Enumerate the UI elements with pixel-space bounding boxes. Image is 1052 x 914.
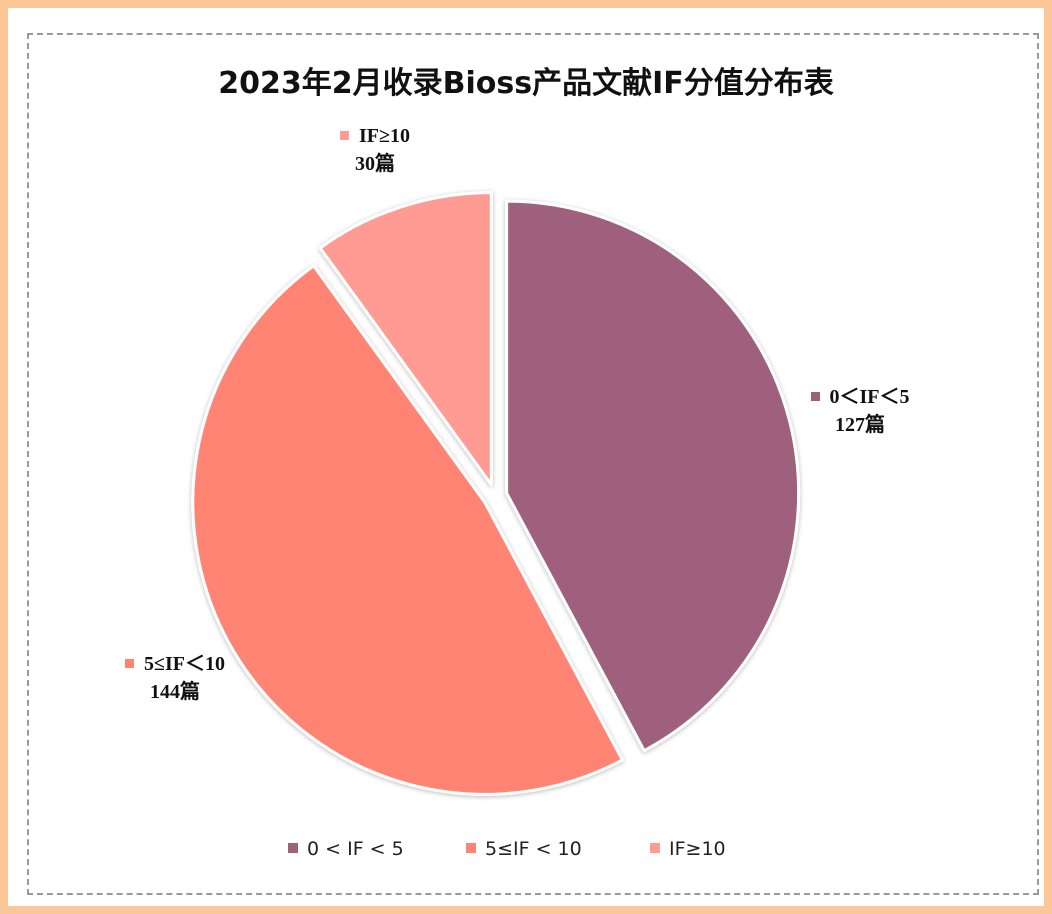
data-label-2: IF≥10 30篇: [320, 122, 430, 178]
pie-slice-2[interactable]: [318, 191, 493, 487]
data-label-name-0: 0＜IF＜5: [829, 386, 910, 408]
legend-swatch-2: [650, 843, 660, 853]
legend-item-2[interactable]: IF≥10: [650, 838, 726, 860]
data-label-swatch-0: [810, 392, 820, 401]
data-label-swatch-2: [340, 131, 349, 140]
legend-swatch-0: [288, 843, 298, 853]
legend-swatch-1: [466, 843, 476, 853]
legend-label-2: IF≥10: [669, 838, 726, 860]
data-label-name-1: 5≤IF＜10: [144, 653, 225, 675]
data-label-swatch-1: [125, 659, 134, 668]
data-label-value-0: 127篇: [835, 414, 885, 436]
data-label-value-2: 30篇: [355, 153, 395, 175]
chart-title: 2023年2月收录Bioss产品文献IF分值分布表: [218, 66, 834, 101]
data-label-name-2: IF≥10: [359, 125, 410, 147]
legend-item-0[interactable]: 0 < IF < 5: [288, 838, 404, 860]
chart-inner-border: [27, 33, 1039, 895]
chart-legend: 0 < IF < 5 5≤IF < 10 IF≥10: [0, 838, 1052, 862]
pie-slice-1[interactable]: [191, 264, 624, 796]
data-label-value-1: 144篇: [150, 681, 200, 703]
data-label-0: 0＜IF＜5 127篇: [795, 383, 925, 439]
legend-label-1: 5≤IF < 10: [485, 838, 582, 860]
legend-label-0: 0 < IF < 5: [307, 838, 404, 860]
data-label-1: 5≤IF＜10 144篇: [105, 650, 245, 706]
pie-slice-0[interactable]: [505, 199, 801, 753]
legend-item-1[interactable]: 5≤IF < 10: [466, 838, 582, 860]
